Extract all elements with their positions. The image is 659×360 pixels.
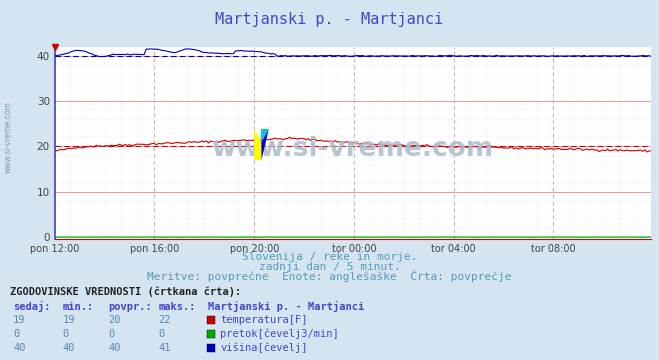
Text: pretok[čevelj3/min]: pretok[čevelj3/min] — [220, 329, 339, 339]
Text: min.:: min.: — [63, 302, 94, 312]
Text: sedaj:: sedaj: — [13, 301, 51, 312]
Text: 40: 40 — [63, 343, 75, 353]
Text: www.si-vreme.com: www.si-vreme.com — [212, 136, 494, 162]
Text: Slovenija / reke in morje.: Slovenija / reke in morje. — [242, 252, 417, 262]
Text: Meritve: povprečne  Enote: anglešaške  Črta: povprečje: Meritve: povprečne Enote: anglešaške Črt… — [147, 270, 512, 283]
Text: 0: 0 — [158, 329, 164, 339]
Text: povpr.:: povpr.: — [109, 302, 152, 312]
Text: Martjanski p. - Martjanci: Martjanski p. - Martjanci — [215, 12, 444, 27]
Text: maks.:: maks.: — [158, 302, 196, 312]
Text: 40: 40 — [109, 343, 121, 353]
Text: 40: 40 — [13, 343, 26, 353]
Text: 22: 22 — [158, 315, 171, 325]
Text: temperatura[F]: temperatura[F] — [220, 315, 308, 325]
Text: ZGODOVINSKE VREDNOSTI (črtkana črta):: ZGODOVINSKE VREDNOSTI (črtkana črta): — [10, 286, 241, 297]
Text: 0: 0 — [63, 329, 69, 339]
Text: 41: 41 — [158, 343, 171, 353]
Text: www.si-vreme.com: www.si-vreme.com — [4, 101, 13, 173]
Text: zadnji dan / 5 minut.: zadnji dan / 5 minut. — [258, 262, 401, 272]
Text: 20: 20 — [109, 315, 121, 325]
Text: Martjanski p. - Martjanci: Martjanski p. - Martjanci — [208, 301, 364, 312]
Text: 19: 19 — [63, 315, 75, 325]
Text: 0: 0 — [13, 329, 19, 339]
Text: višina[čevelj]: višina[čevelj] — [220, 342, 308, 353]
Text: 19: 19 — [13, 315, 26, 325]
Text: 0: 0 — [109, 329, 115, 339]
